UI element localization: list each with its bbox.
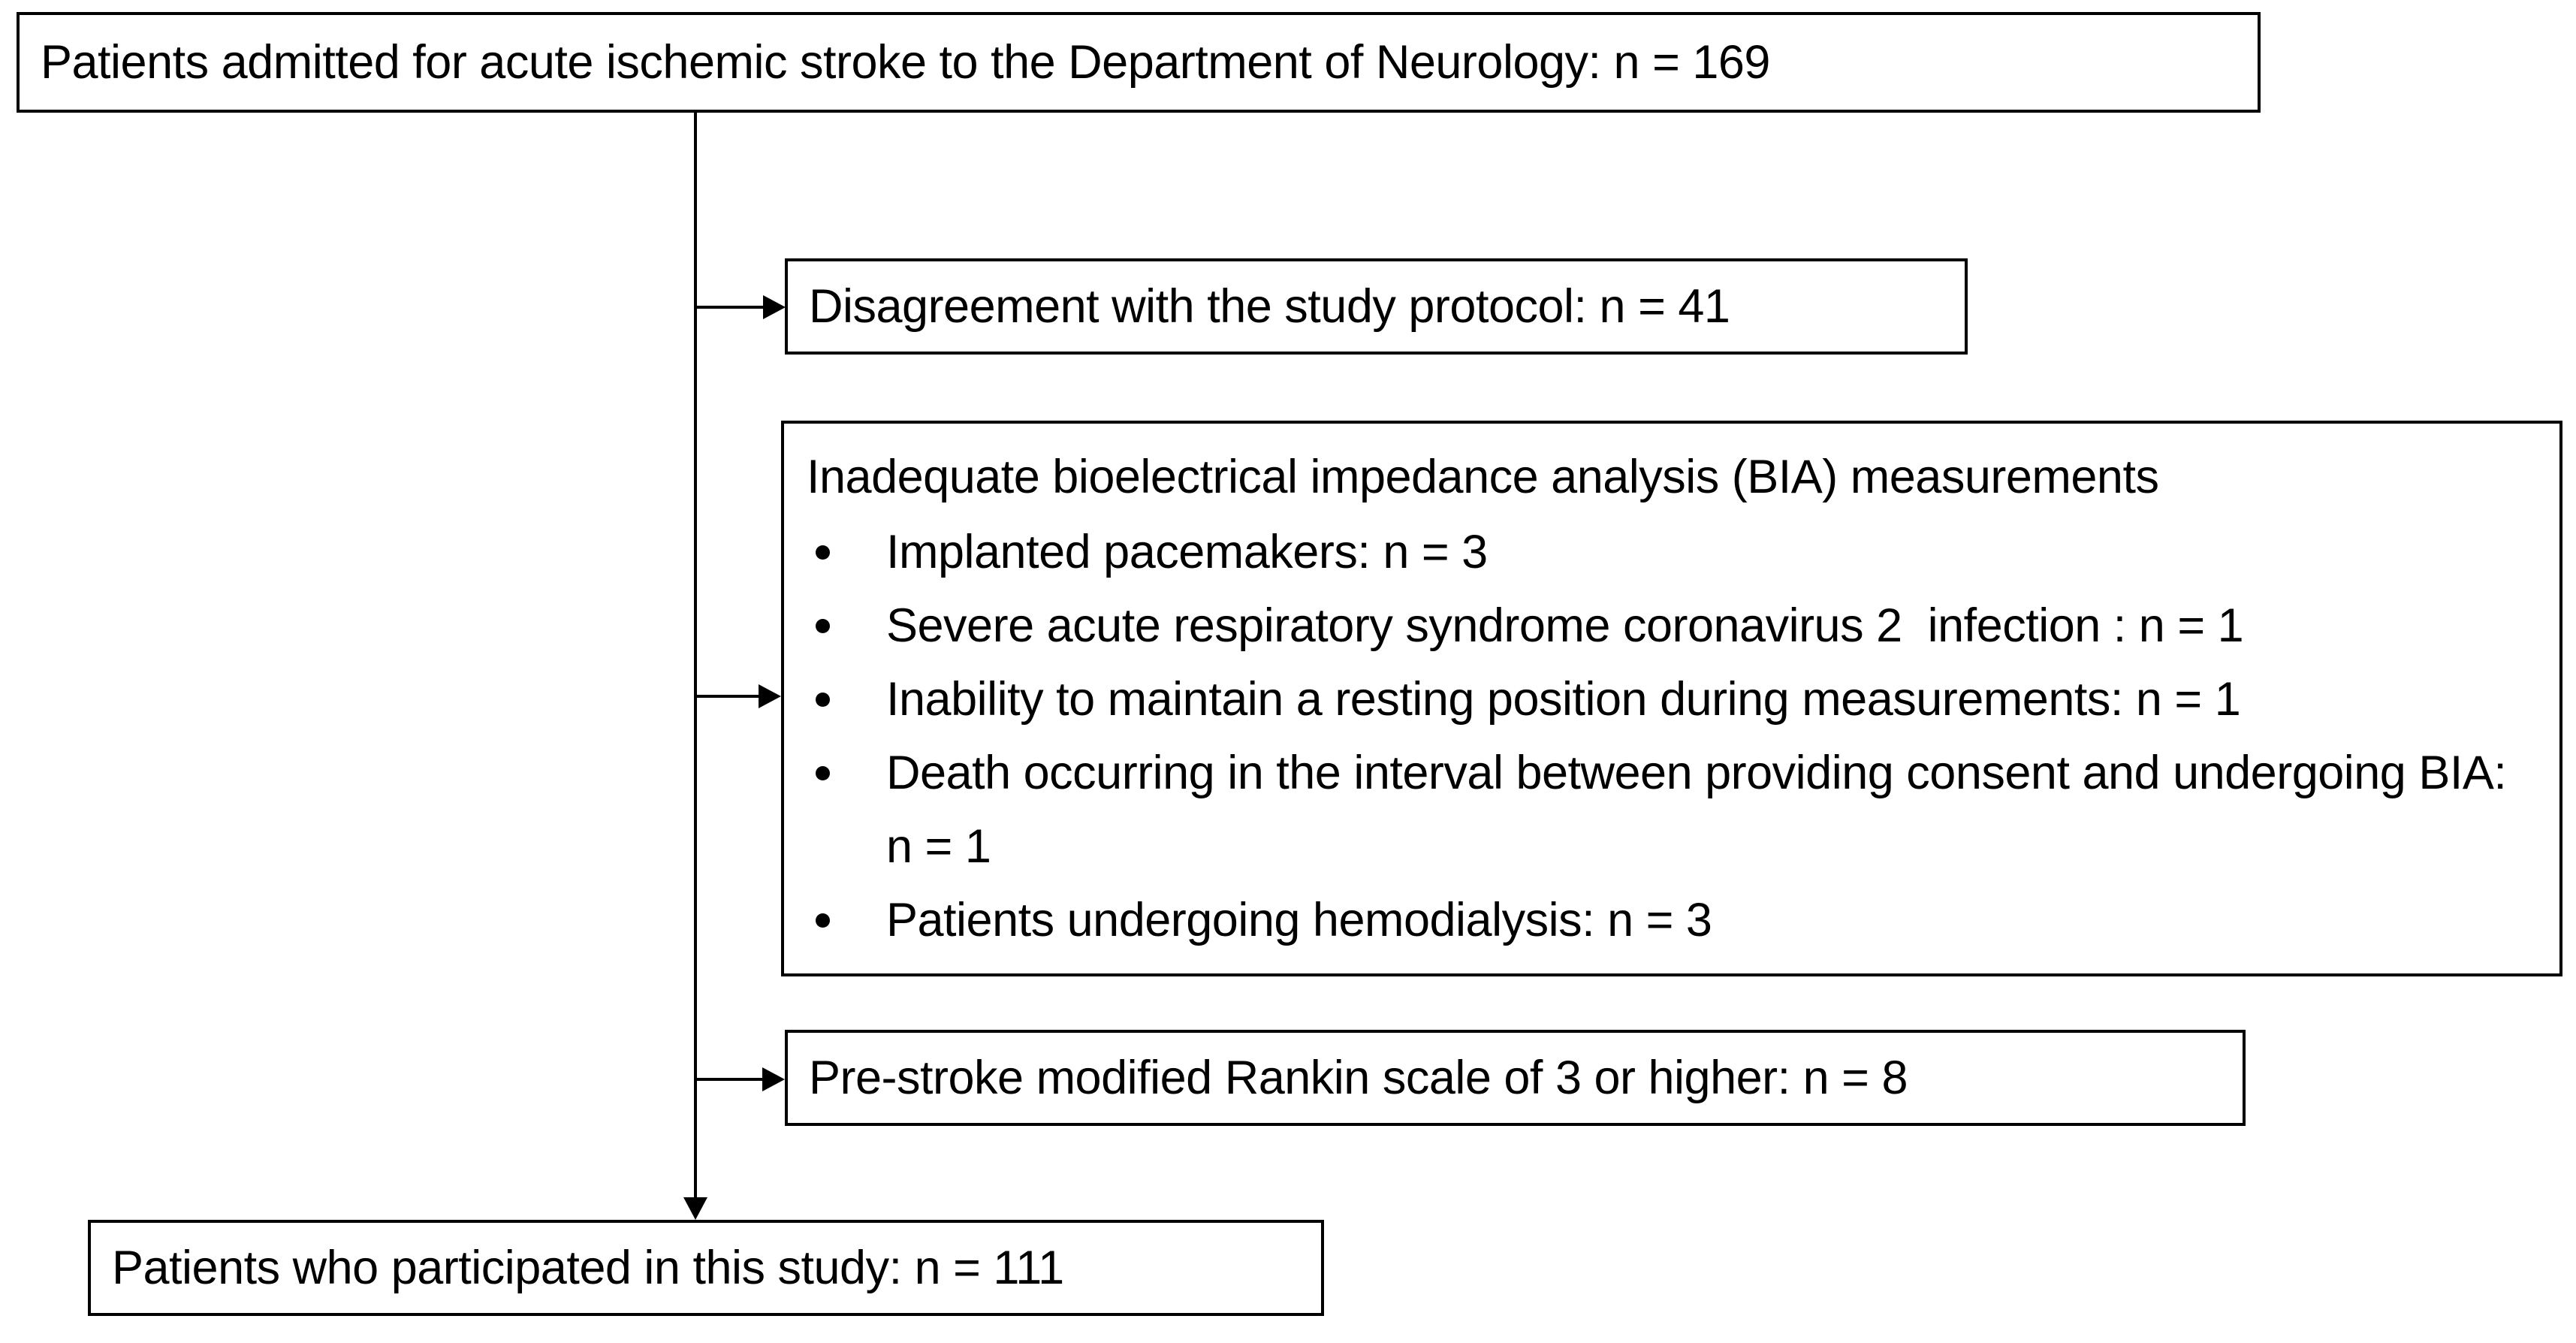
list-item-label: Severe acute respiratory syndrome corona… — [886, 599, 2244, 652]
box-exclusion-bia: Inadequate bioelectrical impedance analy… — [781, 421, 2562, 976]
box-patients-participated-label: Patients who participated in this study:… — [112, 1242, 1064, 1294]
bullet-icon — [816, 693, 830, 707]
list-item-label: Implanted pacemakers: n = 3 — [886, 526, 1488, 578]
box-patients-admitted: Patients admitted for acute ischemic str… — [17, 12, 2261, 113]
box-exclusion-protocol: Disagreement with the study protocol: n … — [785, 258, 1968, 355]
bullet-icon — [816, 913, 830, 928]
bullet-icon — [816, 619, 830, 633]
bullet-icon — [816, 545, 830, 560]
bia-exclusion-list: Implanted pacemakers: n = 3 Severe acute… — [807, 515, 2541, 957]
list-item: Inability to maintain a resting position… — [807, 662, 2541, 736]
list-item: Death occurring in the interval between … — [807, 736, 2541, 883]
box-patients-participated: Patients who participated in this study:… — [88, 1220, 1324, 1316]
list-item-label: Inability to maintain a resting position… — [886, 673, 2241, 726]
connector-vertical-line — [694, 113, 697, 1199]
arrowhead-down-icon — [683, 1197, 707, 1220]
bullet-icon — [816, 766, 830, 780]
arrowhead-right-icon — [762, 1067, 785, 1091]
list-item-label: Death occurring in the interval between … — [886, 747, 2520, 873]
list-item-label: Patients undergoing hemodialysis: n = 3 — [886, 894, 1712, 946]
box-exclusion-rankin-label: Pre-stroke modified Rankin scale of 3 or… — [809, 1052, 1908, 1104]
list-item: Implanted pacemakers: n = 3 — [807, 515, 2541, 589]
arrowhead-right-icon — [763, 295, 786, 319]
connector-branch-line-protocol — [695, 306, 763, 309]
list-item: Severe acute respiratory syndrome corona… — [807, 589, 2541, 662]
box-exclusion-rankin: Pre-stroke modified Rankin scale of 3 or… — [785, 1030, 2246, 1126]
list-item: Patients undergoing hemodialysis: n = 3 — [807, 883, 2541, 957]
box-exclusion-protocol-label: Disagreement with the study protocol: n … — [809, 280, 1730, 333]
box-exclusion-bia-title: Inadequate bioelectrical impedance analy… — [807, 451, 2159, 503]
arrowhead-right-icon — [759, 684, 781, 708]
box-patients-admitted-label: Patients admitted for acute ischemic str… — [41, 36, 1770, 89]
connector-branch-line-bia — [695, 695, 759, 698]
connector-branch-line-rankin — [695, 1078, 762, 1081]
